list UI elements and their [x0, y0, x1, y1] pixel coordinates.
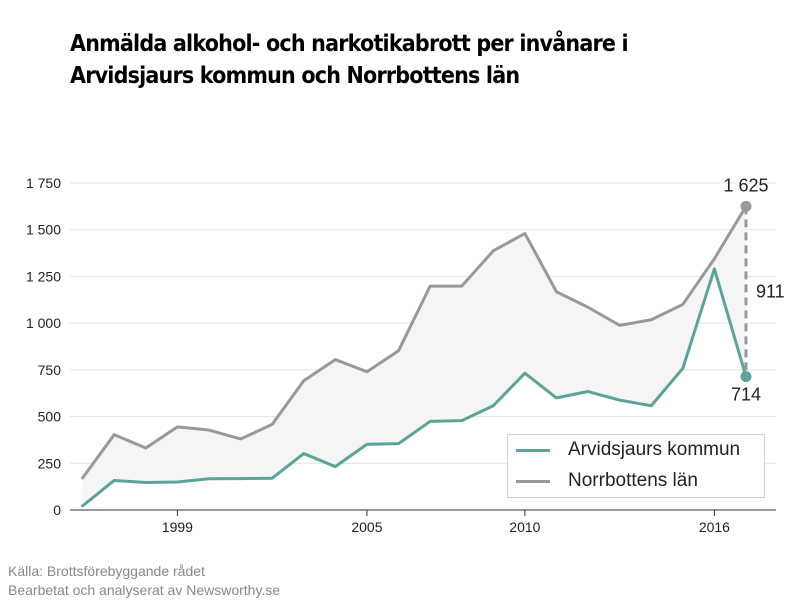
legend-item-norrbotten: Norrbottens län: [516, 468, 698, 494]
source-note: Källa: Brottsförebyggande rådet Bearbeta…: [8, 562, 280, 600]
y-tick-label: 750: [38, 362, 62, 378]
y-axis-ticks: 0 250 500 750 1 000 1 250 1 500 1 750: [26, 175, 61, 518]
y-tick-label: 500: [38, 409, 62, 425]
x-tick-label: 1999: [162, 519, 193, 535]
y-tick-label: 0: [53, 502, 61, 518]
end-value-arvidsjaur: 714: [731, 385, 761, 405]
legend-item-arvidsjaur: Arvidsjaurs kommun: [516, 437, 740, 463]
legend-swatch-norrbotten: [516, 479, 550, 483]
difference-annotation: 1 625 714 911: [723, 175, 784, 404]
series-line-arvidsjaur: [81, 267, 748, 508]
x-tick-label: 2005: [351, 519, 382, 535]
x-tick-label: 2016: [699, 519, 730, 535]
legend: Arvidsjaurs kommun Norrbottens län: [507, 434, 765, 498]
legend-swatch-arvidsjaur: [516, 448, 550, 452]
chart-title: Anmälda alkohol- och narkotikabrott per …: [70, 31, 629, 89]
x-axis-ticks: 1999 2005 2010 2016: [162, 510, 730, 535]
y-tick-label: 1 250: [26, 268, 61, 284]
credit-line: Bearbetat och analyserat av Newsworthy.s…: [8, 582, 281, 598]
series-lines: [81, 204, 748, 508]
y-tick-label: 1 750: [26, 175, 61, 191]
x-tick-label: 2010: [509, 519, 540, 535]
series-line-norrbotten: [81, 204, 748, 480]
y-tick-label: 1 000: [26, 315, 61, 331]
source-line: Källa: Brottsförebyggande rådet: [8, 563, 205, 579]
end-point-arvidsjaur: [740, 371, 752, 383]
difference-value: 911: [756, 281, 785, 301]
y-tick-label: 250: [38, 455, 62, 471]
legend-label-norrbotten: Norrbottens län: [568, 470, 698, 491]
end-value-norrbotten: 1 625: [723, 175, 768, 195]
legend-label-arvidsjaur: Arvidsjaurs kommun: [568, 439, 741, 460]
difference-band: [82, 206, 746, 506]
end-point-norrbotten: [740, 200, 752, 212]
y-tick-label: 1 500: [26, 222, 61, 238]
